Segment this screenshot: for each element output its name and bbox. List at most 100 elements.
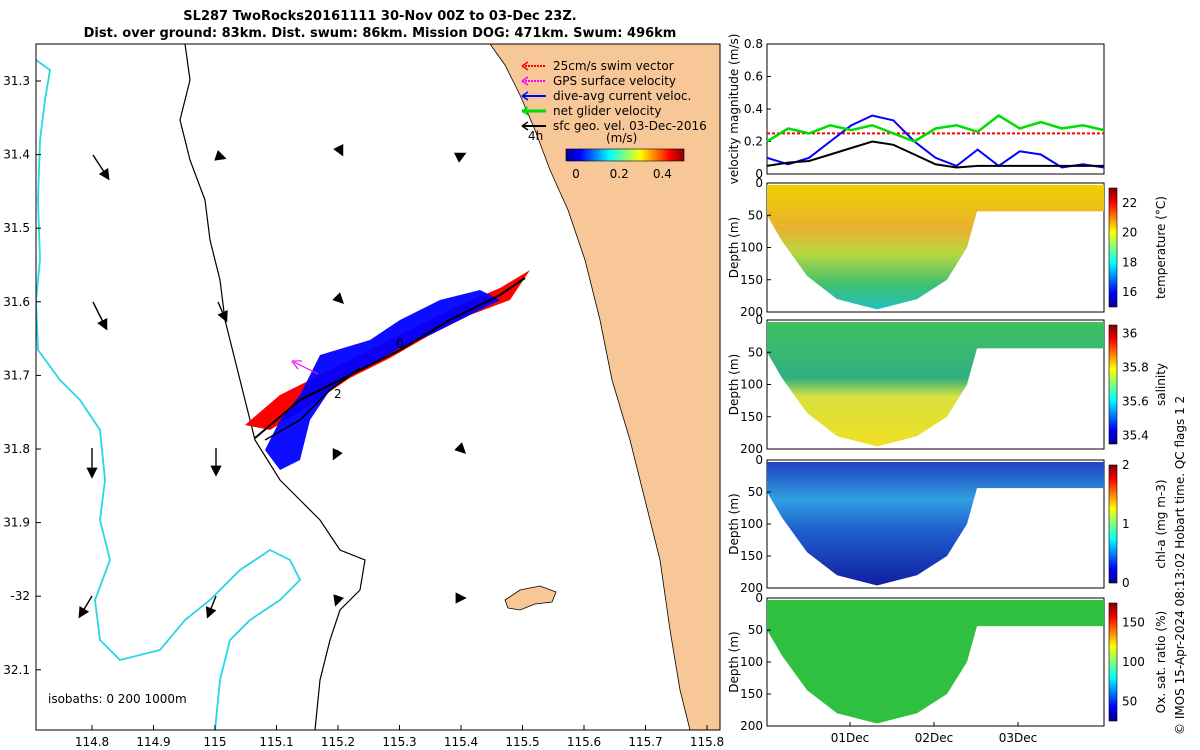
map-ytick-label: 31.8: [3, 442, 30, 456]
chl-a-colorbar-label: chl-a (mg m-3): [1154, 479, 1168, 568]
time-xtick-label: 03Dec: [999, 731, 1038, 745]
isobath-label: isobaths: 0 200 1000m: [48, 692, 187, 706]
oxygen-colorbar-label: Ox. sat. ratio (%): [1154, 611, 1168, 713]
legend-arrowhead: [521, 91, 529, 101]
geo-arrow: [333, 594, 344, 607]
colorbar-tick-label: 0.2: [610, 167, 629, 181]
legend-arrowhead: [521, 106, 529, 116]
salinity-colorbar-tick: 35.8: [1122, 361, 1149, 375]
temperature-ytick-label: 50: [748, 208, 763, 222]
velocity-series-sfc-geo: [766, 140, 1104, 169]
geo-arrow: [78, 595, 93, 619]
chart-title-line2: Dist. over ground: 83km. Dist. swum: 86k…: [83, 26, 677, 41]
sfc-geo-velocity-arrows: [78, 143, 467, 619]
oxygen-ytick-label: 0: [755, 591, 763, 605]
velocity-ytick-label: 0.6: [744, 70, 763, 84]
oxygen-colorbar-tick: 100: [1122, 655, 1145, 669]
temperature-colorbar: [1108, 187, 1118, 308]
temperature-colorbar-label: temperature (°C): [1154, 196, 1168, 299]
temperature-ytick-label: 200: [740, 305, 763, 319]
gps-velocity-arrow: [294, 362, 319, 375]
temperature-panel: 0 50 100 150 200 Depth (m) 22 20 18 16 temperature…: [727, 176, 1168, 319]
velocity-panel: 0.8 0.6 0.4 0.2 0 velocity magnitude (m/s): [727, 34, 1105, 185]
map-xtick-label: 114.9: [136, 735, 170, 749]
map-ytick-label: 31.7: [3, 368, 30, 382]
temperature-colorbar-tick: 22: [1122, 196, 1137, 210]
map-xtick-label: 115.6: [567, 735, 601, 749]
salinity-ylabel: Depth (m): [727, 354, 741, 415]
velocity-ytick-label: 0.4: [744, 102, 763, 116]
salinity-ytick-label: 200: [740, 442, 763, 456]
velocity-ytick-label: 0.2: [744, 135, 763, 149]
isobath-200m: [179, 44, 366, 730]
velocity-ytick-label: 0: [755, 167, 763, 181]
map-ytick-label: 31.9: [3, 516, 30, 530]
geo-arrow: [92, 301, 108, 331]
right-panels: 0.8 0.6 0.4 0.2 0 velocity magnitude (m/s) 0 50…: [727, 34, 1168, 745]
legend-arrowhead: [521, 61, 529, 71]
glider-track: [245, 270, 530, 470]
speed-colorbar: [565, 148, 685, 162]
map-xtick-label: 115.4: [444, 735, 478, 749]
island: [504, 585, 557, 611]
chl-a-ytick-label: 200: [740, 581, 763, 595]
track-marker-4h: 4h: [528, 129, 543, 143]
legend-label: 25cm/s swim vector: [553, 59, 674, 73]
track-marker-2: 2: [334, 387, 342, 401]
geo-arrow: [217, 301, 228, 323]
chl-a-colorbar-tick: 2: [1122, 458, 1130, 472]
oxygen-ylabel: Depth (m): [727, 631, 741, 692]
map-ytick-label: 31.4: [3, 148, 30, 162]
geo-arrow: [453, 152, 467, 163]
colorbar-title: (m/s): [606, 131, 637, 145]
chl-a-section: [767, 462, 1104, 586]
map-frame: [35, 43, 721, 731]
map-ytick-label: 31.3: [3, 74, 30, 88]
geo-arrow: [214, 150, 227, 161]
map-ytick-label: 31.6: [3, 295, 30, 309]
map-xtick-label: 115: [204, 735, 227, 749]
oxygen-colorbar-tick: 50: [1122, 694, 1137, 708]
oxygen-section: [767, 600, 1104, 724]
oxygen-colorbar: [1108, 602, 1118, 722]
chl-a-colorbar-tick: 1: [1122, 517, 1130, 531]
chl-a-ytick-label: 50: [748, 485, 763, 499]
temperature-colorbar-tick: 18: [1122, 255, 1137, 269]
map-xtick-label: 115.7: [628, 735, 662, 749]
salinity-colorbar-tick: 36: [1122, 327, 1137, 341]
geo-arrow: [333, 143, 344, 157]
map-panel: 114.8 114.9 115 115.1 115.2 115.3 115.4 115.5 11…: [3, 43, 724, 749]
map-xtick-label: 115.3: [382, 735, 416, 749]
oxygen-ytick-label: 150: [740, 687, 763, 701]
salinity-colorbar-label: salinity: [1154, 363, 1168, 406]
salinity-ytick-label: 100: [740, 378, 763, 392]
oxygen-ytick-label: 100: [740, 655, 763, 669]
legend-label: dive-avg current veloc.: [553, 89, 691, 103]
map-xtick-label: 115.2: [321, 735, 355, 749]
map-xtick-label: 115.1: [259, 735, 293, 749]
temperature-ylabel: Depth (m): [727, 217, 741, 278]
velocity-ylabel: velocity magnitude (m/s): [727, 34, 741, 185]
geo-arrow: [92, 154, 110, 181]
temperature-ytick-label: 0: [755, 176, 763, 190]
temperature-section: [767, 185, 1104, 310]
velocity-series-net-glider: [766, 113, 1105, 143]
chl-a-colorbar-tick: 0: [1122, 576, 1130, 590]
salinity-colorbar-tick: 35.6: [1122, 395, 1149, 409]
map-xtick-label: 115.8: [690, 735, 724, 749]
oxygen-colorbar-tick: 150: [1122, 616, 1145, 630]
copyright-note: © IMOS 15-Apr-2024 08:13:02 Hobart time.…: [1173, 396, 1187, 735]
velocity-axes: [766, 43, 1105, 175]
time-xtick-label: 02Dec: [915, 731, 954, 745]
time-xtick-label: 01Dec: [831, 731, 870, 745]
map-ytick-label: 32.1: [3, 663, 30, 677]
legend-arrowhead: [521, 121, 529, 131]
temperature-ytick-label: 100: [740, 241, 763, 255]
salinity-ytick-label: 50: [748, 345, 763, 359]
salinity-colorbar: [1108, 324, 1118, 445]
salinity-ytick-label: 0: [755, 313, 763, 327]
map-ytick-label: -32: [10, 589, 30, 603]
